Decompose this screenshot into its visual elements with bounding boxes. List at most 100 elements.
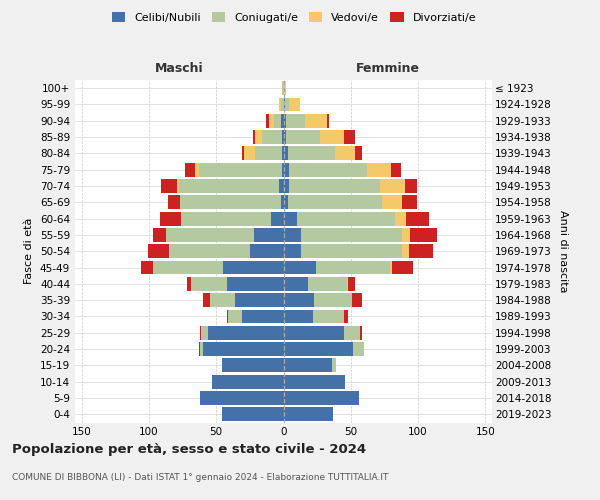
Bar <box>335 146 355 160</box>
Bar <box>161 179 177 193</box>
Bar <box>281 114 284 128</box>
Bar <box>284 163 289 176</box>
Bar <box>253 130 255 144</box>
Bar <box>227 310 229 324</box>
Bar <box>316 260 390 274</box>
Bar <box>254 228 284 242</box>
Bar <box>289 179 380 193</box>
Bar <box>199 163 282 176</box>
Bar <box>209 293 235 307</box>
Bar <box>141 260 153 274</box>
Bar <box>185 163 195 176</box>
Bar <box>202 326 208 340</box>
Bar <box>284 228 301 242</box>
Bar <box>284 408 333 422</box>
Bar <box>410 228 437 242</box>
Bar <box>284 326 344 340</box>
Bar <box>242 310 284 324</box>
Bar <box>402 228 410 242</box>
Bar <box>242 146 244 160</box>
Bar <box>208 326 284 340</box>
Bar <box>406 212 429 226</box>
Bar <box>409 244 433 258</box>
Bar <box>390 260 392 274</box>
Bar <box>348 277 355 291</box>
Bar <box>255 130 262 144</box>
Bar <box>269 114 274 128</box>
Bar <box>284 244 301 258</box>
Bar <box>289 163 367 176</box>
Bar <box>195 163 199 176</box>
Bar <box>168 196 180 209</box>
Bar <box>392 260 413 274</box>
Legend: Celibi/Nubili, Coniugati/e, Vedovi/e, Divorziati/e: Celibi/Nubili, Coniugati/e, Vedovi/e, Di… <box>107 8 481 28</box>
Bar <box>169 244 250 258</box>
Bar <box>326 114 329 128</box>
Bar <box>280 98 281 112</box>
Bar <box>181 212 271 226</box>
Bar <box>282 163 284 176</box>
Bar <box>281 196 284 209</box>
Bar <box>320 130 344 144</box>
Bar <box>274 114 281 128</box>
Bar <box>200 342 203 356</box>
Bar <box>284 358 332 372</box>
Bar <box>347 277 348 291</box>
Bar <box>187 277 191 291</box>
Bar <box>271 212 284 226</box>
Bar <box>191 277 227 291</box>
Bar <box>395 212 406 226</box>
Y-axis label: Anni di nascita: Anni di nascita <box>559 210 568 292</box>
Bar <box>284 391 359 405</box>
Bar <box>285 98 289 112</box>
Bar <box>284 342 353 356</box>
Bar <box>353 342 364 356</box>
Text: Femmine: Femmine <box>356 62 420 75</box>
Bar <box>282 146 284 160</box>
Bar <box>255 146 282 160</box>
Bar <box>284 277 308 291</box>
Y-axis label: Fasce di età: Fasce di età <box>25 218 34 284</box>
Bar <box>355 146 362 160</box>
Bar <box>301 244 402 258</box>
Bar <box>314 293 352 307</box>
Bar <box>282 130 284 144</box>
Bar <box>344 130 355 144</box>
Bar <box>284 98 285 112</box>
Bar <box>284 130 286 144</box>
Bar <box>282 81 284 95</box>
Bar <box>223 260 284 274</box>
Bar <box>212 375 284 388</box>
Bar <box>284 310 313 324</box>
Text: Maschi: Maschi <box>155 62 203 75</box>
Bar <box>200 326 202 340</box>
Bar <box>382 196 402 209</box>
Bar <box>180 196 281 209</box>
Bar <box>402 196 416 209</box>
Bar <box>244 146 255 160</box>
Bar <box>284 81 286 95</box>
Bar <box>281 98 284 112</box>
Bar <box>284 146 287 160</box>
Bar <box>287 196 382 209</box>
Bar <box>160 212 181 226</box>
Bar <box>391 163 401 176</box>
Bar <box>153 260 223 274</box>
Bar <box>286 130 320 144</box>
Bar <box>284 375 346 388</box>
Bar <box>308 277 347 291</box>
Bar <box>262 130 282 144</box>
Bar <box>179 179 280 193</box>
Bar <box>235 293 284 307</box>
Bar <box>305 114 326 128</box>
Bar <box>344 310 348 324</box>
Bar <box>153 228 166 242</box>
Bar <box>177 179 179 193</box>
Bar <box>344 326 360 340</box>
Bar <box>289 98 299 112</box>
Bar <box>203 342 284 356</box>
Bar <box>166 228 254 242</box>
Bar <box>203 293 209 307</box>
Bar <box>286 114 305 128</box>
Text: Popolazione per età, sesso e stato civile - 2024: Popolazione per età, sesso e stato civil… <box>12 442 366 456</box>
